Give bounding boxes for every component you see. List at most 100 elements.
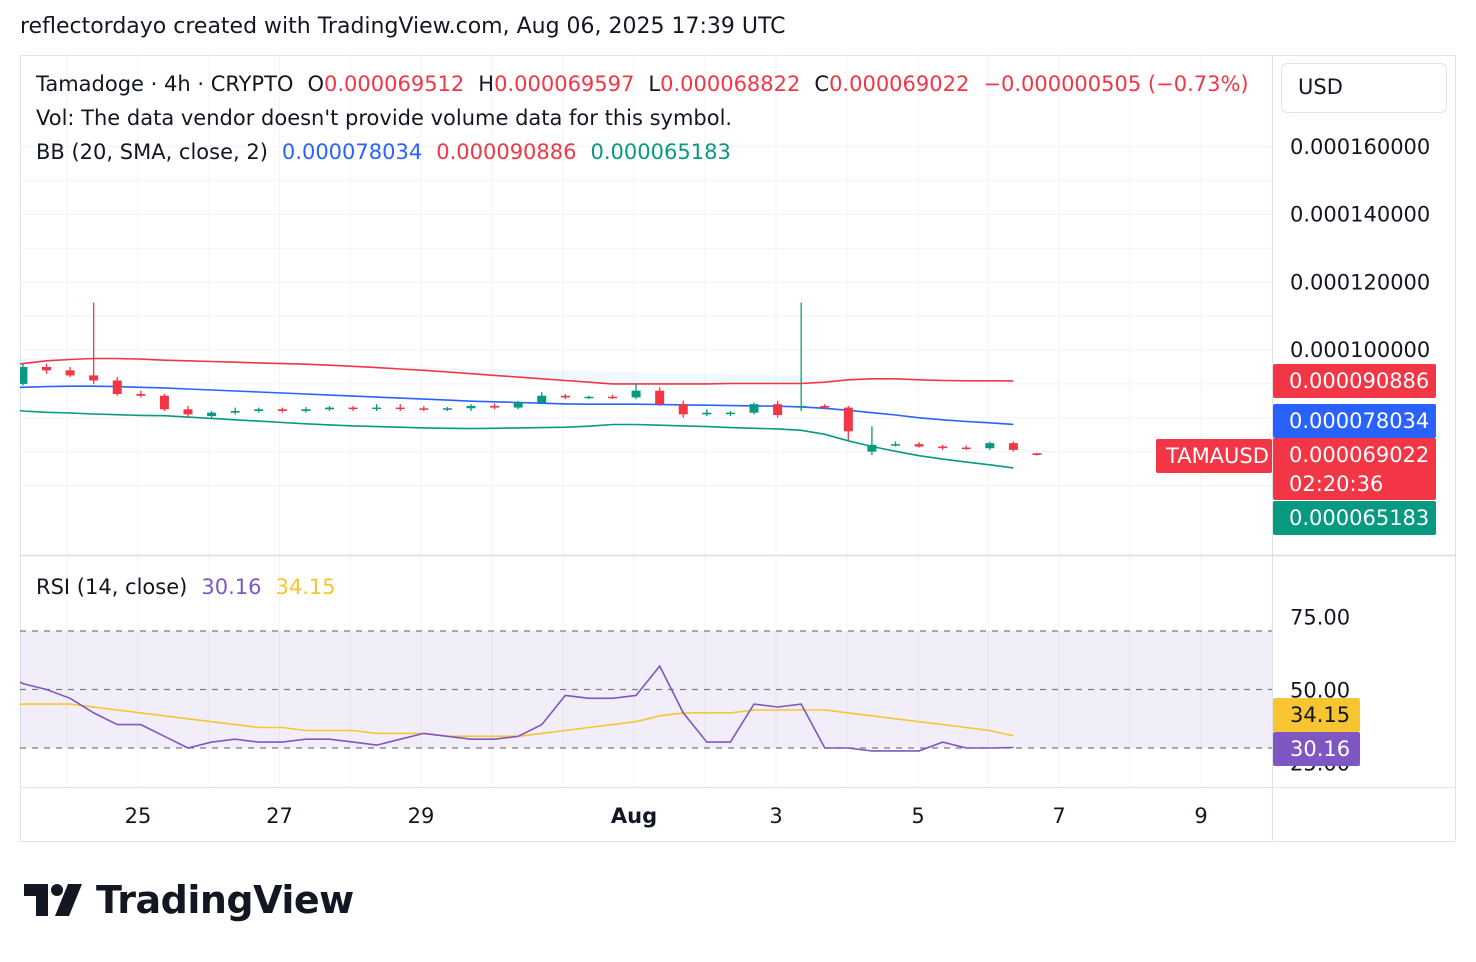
candle-body xyxy=(42,366,51,371)
candle-body xyxy=(773,404,783,416)
bb-lower-value: 0.000065183 xyxy=(590,140,731,164)
price-axis-tick: 0.000100000 xyxy=(1290,338,1430,362)
bb-label[interactable]: BB (20, SMA, close, 2) xyxy=(36,140,268,164)
symbol-tag: TAMAUSD xyxy=(1156,439,1272,473)
close-label: C xyxy=(814,72,830,96)
candle-body xyxy=(702,412,712,415)
candle-body xyxy=(1032,453,1042,455)
candle-body xyxy=(891,444,900,446)
candle-body xyxy=(466,405,476,409)
candle-body xyxy=(89,375,99,381)
rsi-line xyxy=(20,664,1014,752)
candle-body xyxy=(207,412,217,417)
rsi-plot-area xyxy=(20,630,1272,752)
candle-body xyxy=(985,443,995,449)
bb-upper-price-tag: 0.000090886 xyxy=(1273,364,1436,398)
tradingview-logo-icon xyxy=(24,884,82,916)
candle-body xyxy=(867,444,877,452)
candle-body xyxy=(20,366,28,384)
candle-body xyxy=(796,405,806,408)
volume-legend: Vol: The data vendor doesn't provide vol… xyxy=(36,106,733,130)
price-axis-tick: 0.000120000 xyxy=(1290,270,1430,294)
bollinger-lower-line xyxy=(20,409,1014,469)
bb-basis-value: 0.000078034 xyxy=(281,140,423,164)
price-axis-tick: 0.000160000 xyxy=(1290,135,1430,159)
bar-countdown: 02:20:36 xyxy=(1289,472,1384,496)
candle-body xyxy=(820,405,830,408)
candle-body xyxy=(301,409,311,411)
candle-body xyxy=(961,447,971,450)
candle-body xyxy=(843,407,853,432)
candle-body xyxy=(372,407,382,410)
bollinger-band-fill xyxy=(20,358,1014,384)
symbol-label[interactable]: Tamadoge · 4h · CRYPTO xyxy=(36,72,294,96)
bb-upper-value: 0.000090886 xyxy=(436,140,577,164)
currency-button[interactable]: USD xyxy=(1281,63,1447,113)
candle-body xyxy=(395,407,405,410)
time-axis-tick: 29 xyxy=(408,804,435,828)
candle-body xyxy=(678,404,688,415)
candle-body xyxy=(325,407,334,410)
rsi-label[interactable]: RSI (14, close) xyxy=(36,575,188,599)
time-axis-tick: 5 xyxy=(911,804,924,828)
candle-body xyxy=(749,404,759,413)
bb-lower-price-tag: 0.000065183 xyxy=(1273,501,1436,535)
candle-body xyxy=(230,410,240,413)
last-price-value: 0.000069022 xyxy=(1289,443,1430,467)
bollinger-basis-line xyxy=(20,385,1014,426)
candle-body xyxy=(655,390,665,405)
main-plot-area xyxy=(0,302,1042,469)
candle-body xyxy=(0,388,4,390)
candle-body xyxy=(348,407,358,410)
price-axis-tick: 0.000140000 xyxy=(1290,203,1430,227)
rsi-ma-value: 34.15 xyxy=(275,575,336,599)
bollinger-upper-line xyxy=(20,357,1014,385)
candle-body xyxy=(584,396,594,399)
time-axis-tick: Aug xyxy=(611,804,657,828)
candle-body xyxy=(490,405,500,408)
candle-body xyxy=(725,412,735,415)
candle-body xyxy=(254,409,264,411)
candle-body xyxy=(65,370,75,376)
high-value: 0.000069597 xyxy=(494,72,635,96)
candle-body xyxy=(419,408,429,410)
candle-body xyxy=(631,390,641,398)
candle-body xyxy=(914,444,924,447)
bollinger-legend: BB (20, SMA, close, 2) 0.000078034 0.00009… xyxy=(36,140,735,164)
candle-body xyxy=(537,395,547,403)
rsi-tag: 30.16 xyxy=(1273,732,1360,766)
open-value: 0.000069512 xyxy=(324,72,465,96)
time-axis-tick: 9 xyxy=(1194,804,1207,828)
tradingview-logo[interactable]: TradingView xyxy=(24,878,354,922)
chart-attribution-header: reflectordayo created with TradingView.c… xyxy=(20,14,786,39)
candle-body xyxy=(112,380,122,395)
change-value: −0.000000505 (−0.73%) xyxy=(983,72,1249,96)
candle-body xyxy=(608,396,617,399)
time-axis-tick: 25 xyxy=(125,804,152,828)
rsi-ma-line xyxy=(20,703,1014,738)
tradingview-wordmark: TradingView xyxy=(96,878,354,922)
candle-body xyxy=(159,395,169,410)
rsi-axis-tick: 75.00 xyxy=(1290,605,1350,629)
close-value: 0.000069022 xyxy=(829,72,970,96)
candle-body xyxy=(513,402,523,408)
high-label: H xyxy=(478,72,495,96)
rsi-legend: RSI (14, close) 30.16 34.15 xyxy=(36,575,340,599)
candle-body xyxy=(183,409,193,415)
open-label: O xyxy=(307,72,324,96)
chart-frame xyxy=(20,55,1456,842)
time-axis-tick: 27 xyxy=(266,804,293,828)
time-axis-tick: 3 xyxy=(769,804,782,828)
time-axis-tick: 7 xyxy=(1052,804,1065,828)
candle-body xyxy=(560,395,570,398)
rsi-value: 30.16 xyxy=(201,575,262,599)
low-label: L xyxy=(648,72,661,96)
candle-body xyxy=(1008,443,1018,450)
rsi-ma-tag: 34.15 xyxy=(1273,698,1360,732)
last-price-tag: 0.000069022 02:20:36 xyxy=(1273,438,1436,500)
candle-body xyxy=(277,409,287,411)
low-value: 0.000068822 xyxy=(660,72,801,96)
candle-body xyxy=(938,446,948,449)
candle-body xyxy=(136,394,146,396)
ohlc-legend: Tamadoge · 4h · CRYPTO O0.000069512 H0.000… xyxy=(36,72,1253,96)
